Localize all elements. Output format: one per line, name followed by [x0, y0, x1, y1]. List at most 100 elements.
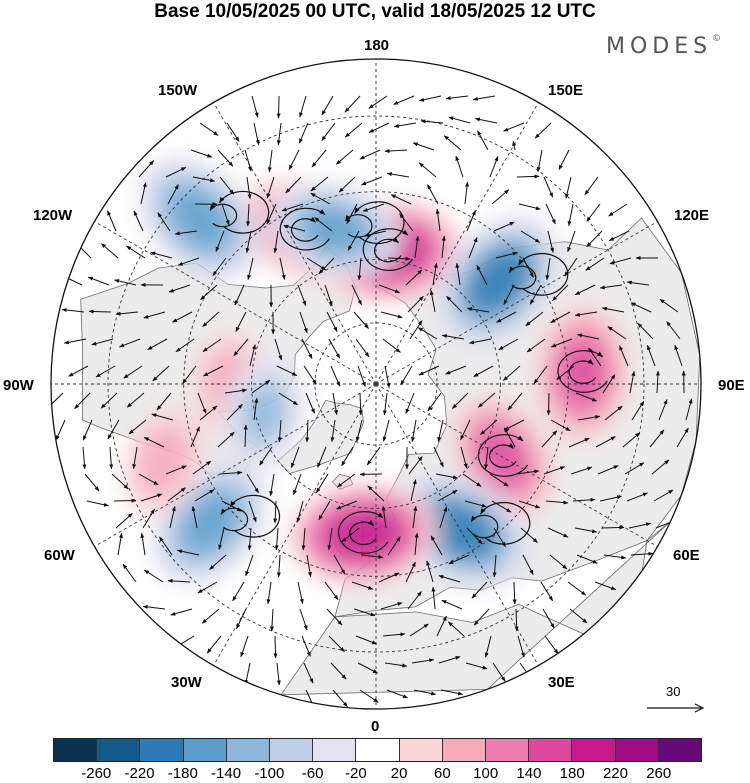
swirl-streamline	[489, 443, 517, 468]
wind-vector	[199, 405, 218, 421]
wind-vector	[550, 419, 571, 432]
wind-vector	[608, 203, 628, 217]
wind-vector	[411, 419, 417, 443]
wind-vector	[516, 469, 540, 475]
wind-vector	[507, 392, 523, 411]
anomaly-center-8	[287, 482, 439, 586]
wind-vector	[245, 230, 252, 254]
swirl-streamline	[508, 265, 537, 290]
wind-vector	[607, 326, 627, 340]
wind-vector	[446, 295, 463, 313]
wind-vector	[297, 581, 304, 604]
wind-vector	[558, 149, 570, 171]
wind-vector	[235, 311, 247, 332]
wind-vector	[517, 635, 525, 658]
colorbar-segment	[140, 739, 184, 761]
wind-vector	[630, 302, 652, 313]
wind-vector	[353, 311, 369, 329]
wind-vector	[328, 338, 341, 359]
wind-vector	[477, 392, 496, 408]
wind-vector	[326, 311, 338, 332]
wind-vector	[358, 392, 363, 416]
latitude-circle	[107, 115, 645, 653]
wind-vector	[569, 608, 588, 624]
wind-vector	[244, 662, 251, 685]
wind-vector	[202, 311, 220, 327]
wind-vector	[655, 370, 660, 394]
wind-vector	[435, 208, 441, 232]
wind-vector	[168, 284, 191, 293]
wind-vector	[306, 257, 327, 271]
wind-vector	[347, 230, 360, 251]
reference-vector-label: 30	[666, 684, 681, 699]
colorbar-tick-label: -100	[254, 765, 285, 782]
wind-vector	[604, 405, 623, 421]
wind-vector	[552, 284, 569, 302]
wind-vector	[493, 221, 515, 232]
wind-vector	[310, 176, 329, 192]
wind-vector	[368, 95, 388, 109]
wind-vector	[353, 608, 376, 617]
colorbar-tick-label: -260	[81, 765, 112, 782]
wind-vector	[443, 135, 462, 151]
wind-vector	[466, 210, 476, 232]
map-border	[50, 58, 702, 710]
wind-vector	[438, 655, 461, 664]
wind-vector	[226, 122, 240, 142]
wind-vector	[431, 586, 436, 610]
longitude-label-180: 180	[364, 37, 390, 54]
wind-vector	[206, 635, 222, 654]
wind-vector	[117, 532, 123, 556]
wind-vector	[159, 536, 173, 556]
wind-vector	[480, 419, 498, 435]
longitude-label-90e: 90E	[718, 377, 745, 394]
wind-vector	[251, 379, 271, 394]
brand-mark: ©	[712, 34, 722, 44]
wind-vector	[473, 608, 490, 626]
wind-vector	[393, 95, 415, 105]
wind-vector	[276, 95, 281, 119]
wind-vector	[244, 149, 252, 172]
wind-vector	[407, 295, 424, 313]
wind-vector	[324, 581, 339, 601]
wind-vector	[437, 489, 458, 502]
wind-vector	[384, 662, 408, 668]
wind-vector	[567, 230, 576, 253]
colorbar-segment	[97, 739, 141, 761]
colorbar-segment	[356, 739, 400, 761]
wind-vector	[359, 149, 381, 160]
wind-vector	[412, 505, 418, 529]
wind-vector	[438, 574, 461, 583]
wind-vector	[335, 149, 354, 165]
wind-vector	[674, 344, 683, 367]
wind-vector	[526, 338, 546, 353]
swirl-streamline	[220, 507, 249, 532]
wind-vector	[595, 436, 616, 448]
wind-vector	[381, 505, 387, 529]
wind-vector	[378, 284, 401, 294]
wind-vector	[217, 431, 235, 448]
anomaly-center-5	[534, 302, 631, 444]
wind-vector	[151, 413, 174, 421]
wind-vector	[259, 446, 273, 466]
wind-vector	[577, 415, 601, 421]
colorbar-segment	[572, 739, 616, 761]
wind-vector	[448, 554, 470, 565]
wind-vector	[412, 142, 435, 151]
wind-vector	[328, 635, 345, 653]
colorbar-tick-label: 180	[559, 765, 585, 782]
wind-vector	[336, 500, 358, 510]
wind-vector	[113, 498, 137, 503]
wind-vector	[269, 608, 274, 632]
wind-vector	[445, 365, 467, 375]
colorbar-tick-label: -140	[211, 765, 242, 782]
wind-vector	[299, 608, 308, 631]
wind-vector	[88, 309, 112, 314]
wind-vector	[140, 182, 147, 205]
wind-vector	[140, 493, 163, 502]
wind-vector	[629, 370, 636, 394]
wind-vector	[314, 217, 333, 232]
wind-vector	[191, 505, 198, 529]
wind-vector	[380, 311, 403, 319]
swirl-streamline	[209, 203, 238, 228]
